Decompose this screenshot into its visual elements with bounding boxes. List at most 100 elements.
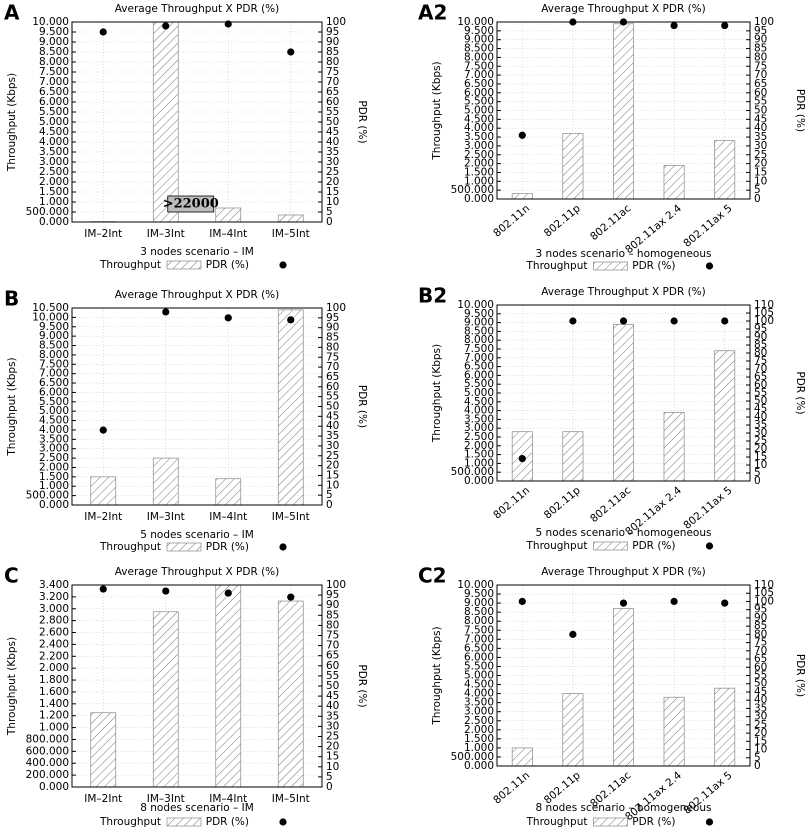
y-tick-label: 3.000	[39, 603, 69, 615]
y2-tick-label: 20	[754, 727, 767, 739]
bar	[663, 412, 685, 481]
y-tick-label: 5.000	[39, 405, 69, 417]
y-tick-label: 6.500	[464, 361, 494, 373]
y2-tick-label: 80	[326, 619, 339, 631]
y-tick-label: 600.000	[26, 745, 69, 757]
bar	[215, 585, 242, 787]
y-tick-label: 6.000	[39, 386, 69, 398]
y-tick-label: 9.500	[464, 308, 494, 320]
y-tick-label: 7.000	[464, 633, 494, 645]
annotation: >22000	[163, 197, 219, 212]
y2-tick-label: 80	[754, 628, 767, 640]
x-axis-label: 3 nodes scenario – IM	[140, 246, 254, 258]
y2-tick-label: 30	[326, 720, 339, 732]
y-tick-label: 1.500	[39, 471, 69, 483]
y2-axis-label: PDR (%)	[794, 371, 806, 414]
x-tick-label: 802.11p	[542, 202, 583, 239]
bar	[663, 165, 685, 199]
y-axis-label: Throughput (Kbps)	[6, 73, 18, 172]
y2-tick-label: 70	[326, 361, 339, 373]
bar	[511, 747, 533, 766]
y2-tick-label: 25	[326, 166, 339, 178]
x-tick-label: IM–2Int	[84, 793, 122, 805]
y-tick-label: 8.000	[39, 56, 69, 68]
pdr-dot	[224, 589, 232, 597]
x-tick-label: IM–3Int	[147, 511, 185, 523]
y-tick-label: 1.000	[464, 742, 494, 754]
bar	[613, 324, 634, 481]
y2-tick-label: 10	[326, 761, 339, 773]
y2-tick-label: 85	[754, 620, 767, 632]
legend-label: Throughput	[99, 816, 161, 828]
bar	[562, 693, 584, 766]
y-tick-label: 500.000	[451, 466, 494, 478]
pdr-dot	[721, 599, 729, 607]
y-tick-label: 5.500	[39, 396, 69, 408]
y2-tick-label: 40	[754, 411, 767, 423]
y2-tick-label: 70	[754, 645, 767, 657]
y2-tick-label: 45	[754, 686, 767, 698]
y-tick-label: 500.000	[451, 184, 494, 196]
pdr-dot	[99, 426, 107, 434]
y2-tick-label: 70	[326, 640, 339, 652]
y-tick-label: 2.500	[464, 715, 494, 727]
y-tick-label: 2.000	[39, 176, 69, 188]
pdr-dot	[721, 21, 729, 30]
y2-tick-label: 0	[326, 216, 333, 228]
panel-label: C	[4, 564, 19, 588]
y2-tick-label: 5	[326, 771, 333, 783]
pdr-dot	[518, 455, 526, 463]
y2-tick-label: 35	[326, 430, 339, 442]
y2-tick-label: 70	[326, 76, 339, 88]
chart-title: Average Throughput X PDR (%)	[115, 289, 280, 301]
y2-axis-label: PDR (%)	[794, 654, 806, 697]
pdr-dot	[518, 597, 526, 606]
y2-tick-label: 25	[326, 450, 339, 462]
y2-tick-label: 60	[754, 379, 767, 391]
panel-label: B	[4, 287, 19, 311]
bar	[215, 207, 242, 222]
y-tick-label: 2.500	[464, 431, 494, 443]
y2-tick-label: 55	[326, 391, 339, 403]
y-tick-label: 4.500	[464, 679, 494, 691]
y2-tick-label: 5	[754, 467, 761, 479]
x-tick-label: IM–4Int	[209, 793, 247, 805]
y-tick-label: 5.500	[464, 378, 494, 390]
y-tick-label: 9.500	[464, 25, 494, 37]
y-tick-label: 200.000	[26, 769, 69, 781]
y2-tick-label: 10	[326, 479, 339, 491]
y2-tick-label: 20	[754, 158, 767, 170]
y-tick-label: 4.000	[464, 405, 494, 417]
y-tick-label: 4.500	[39, 415, 69, 427]
legend-dot	[279, 818, 287, 826]
y2-axis-label: PDR (%)	[356, 385, 368, 428]
y2-tick-label: 45	[754, 113, 767, 125]
y-tick-label: 1.000	[464, 457, 494, 469]
pdr-dot	[670, 21, 678, 30]
x-axis-label: 5 nodes scenario – IM	[140, 529, 254, 541]
y2-tick-label: 85	[754, 43, 767, 55]
y2-tick-label: 55	[326, 670, 339, 682]
x-tick-label: IM–2Int	[84, 511, 122, 523]
y-tick-label: 6.500	[464, 78, 494, 90]
y-tick-label: 1.800	[39, 674, 69, 686]
legend-label: PDR (%)	[206, 816, 249, 828]
y-tick-label: 400.000	[26, 757, 69, 769]
y-tick-label: 3.000	[464, 140, 494, 152]
y2-tick-label: 55	[326, 106, 339, 118]
y2-tick-label: 90	[326, 322, 339, 334]
legend-dot	[279, 261, 287, 269]
y-tick-label: 0.000	[39, 499, 69, 511]
y2-tick-label: 95	[754, 25, 767, 37]
x-tick-label: 802.11ax 5	[681, 202, 734, 249]
y-tick-label: 10.000	[32, 16, 69, 28]
bar	[277, 214, 304, 222]
y-tick-label: 9.000	[464, 597, 494, 609]
y2-tick-label: 90	[326, 36, 339, 48]
y-tick-label: 5.000	[464, 670, 494, 682]
pdr-dot	[162, 587, 170, 595]
legend-label: Throughput	[99, 541, 161, 553]
x-tick-label: 802.11ax 5	[681, 484, 734, 531]
y2-tick-label: 35	[326, 710, 339, 722]
y2-tick-label: 50	[326, 680, 339, 692]
